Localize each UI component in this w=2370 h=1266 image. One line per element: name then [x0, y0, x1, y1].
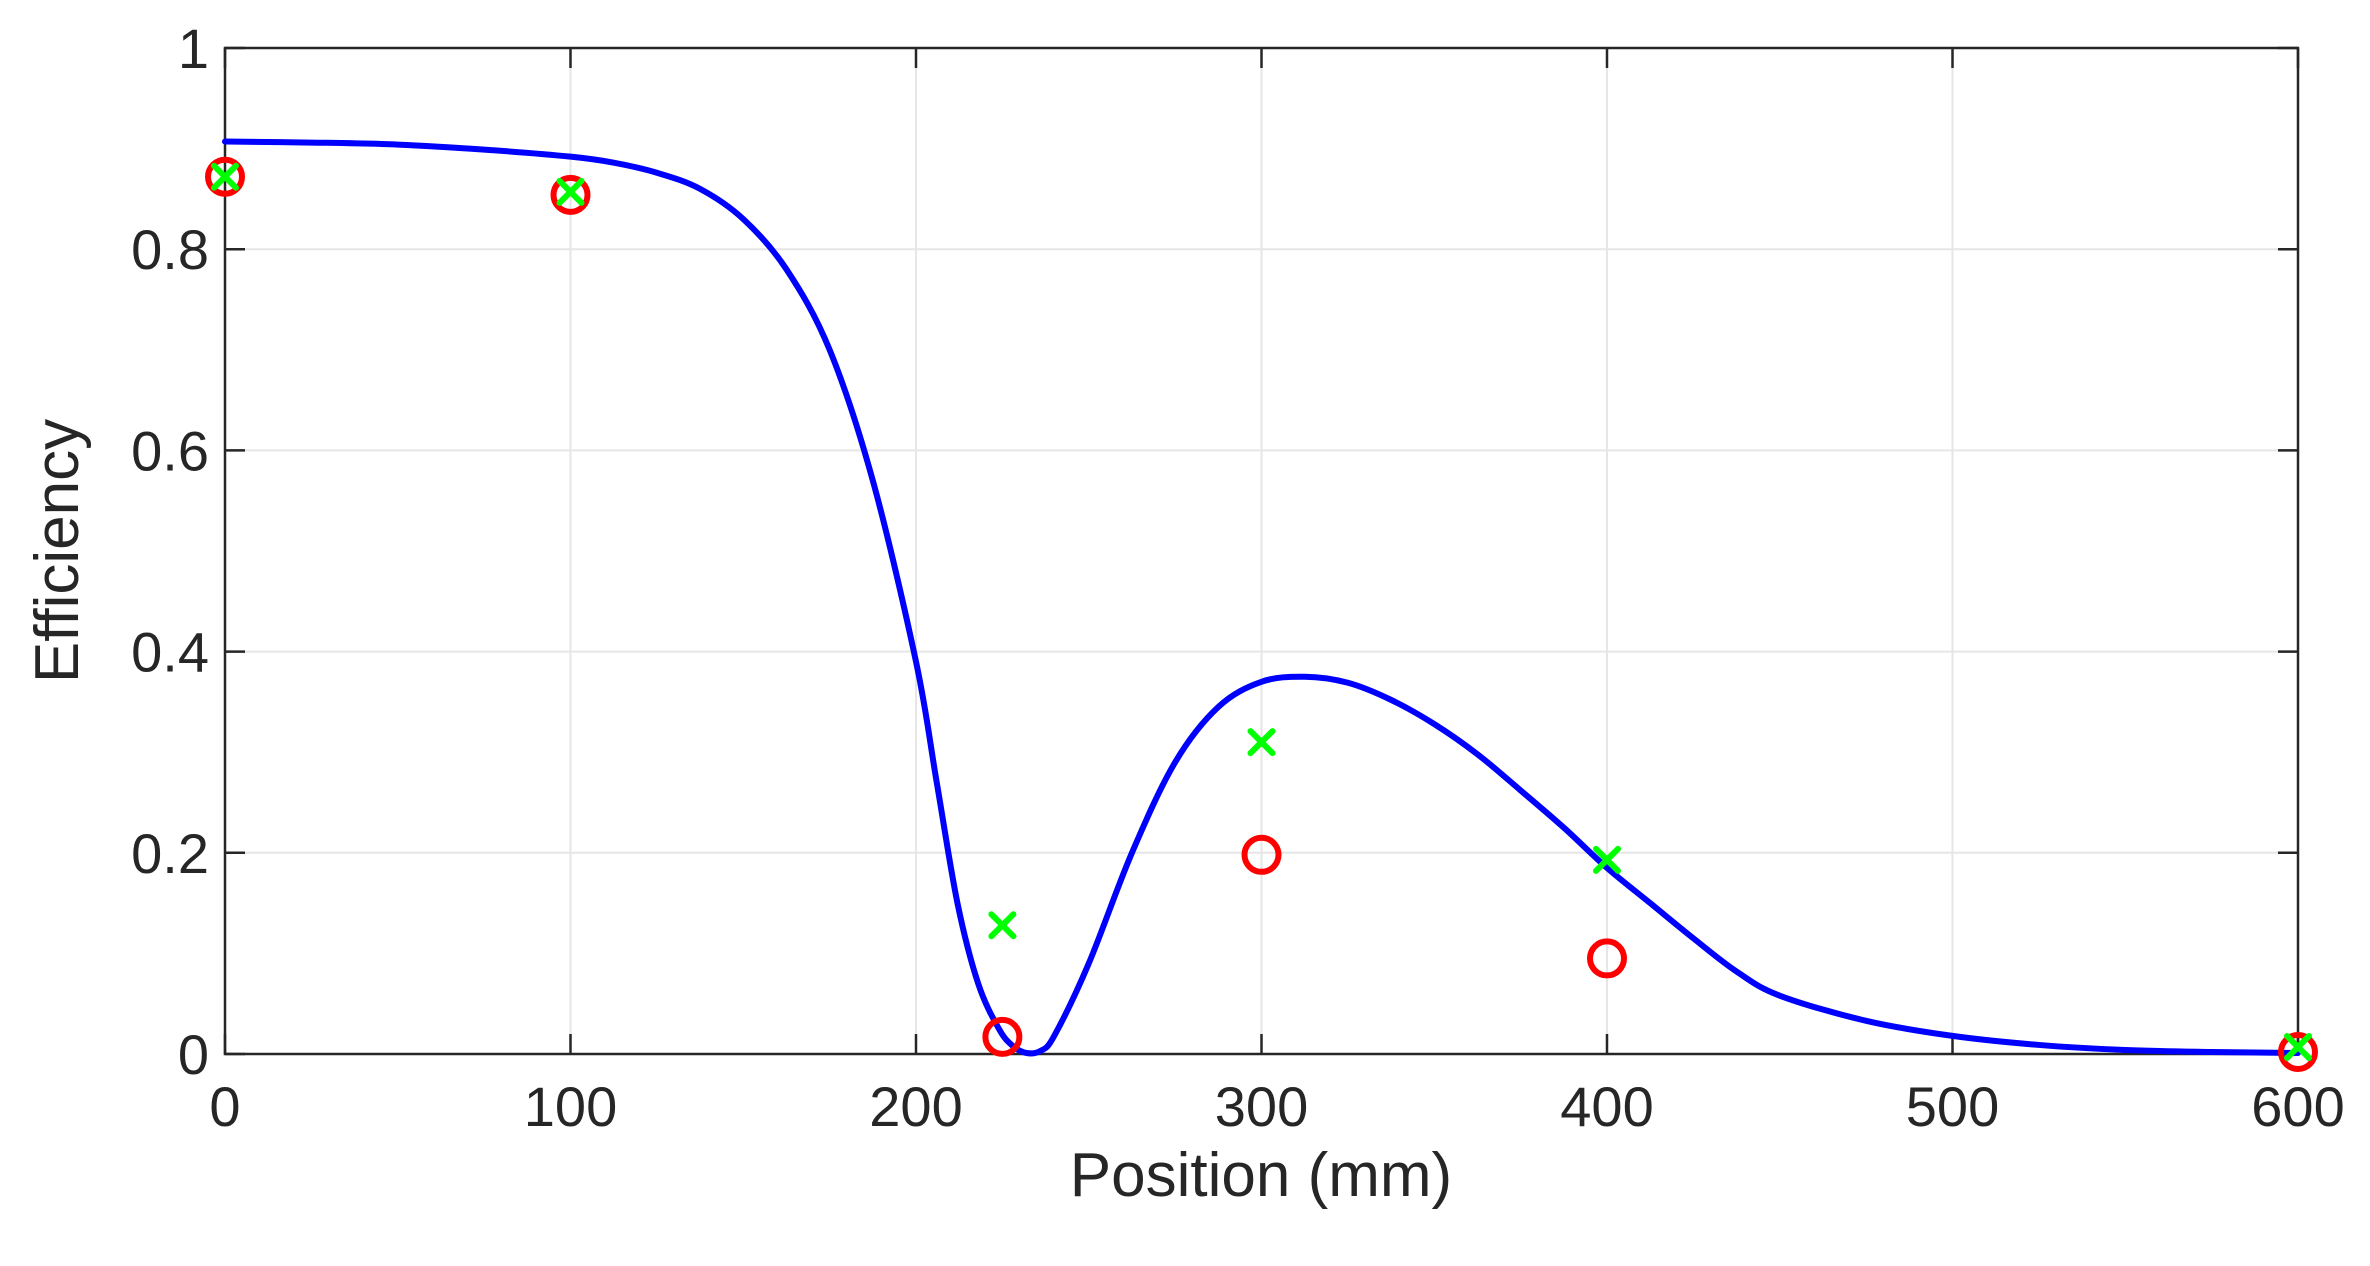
x-tick-label: 300 — [1215, 1075, 1308, 1138]
y-axis-title: Efficiency — [23, 419, 92, 683]
red-circle-marker — [205, 156, 245, 197]
y-tick-label: 0 — [178, 1023, 209, 1086]
cross-stroke — [211, 162, 239, 191]
cross-stroke — [1247, 728, 1276, 757]
cross-stroke — [556, 177, 585, 206]
model-curve-line — [222, 138, 2301, 1057]
x-tick-label: 400 — [1560, 1075, 1653, 1138]
green-cross-marker — [1247, 728, 1276, 757]
x-tick-label: 600 — [2251, 1075, 2344, 1138]
cross-stroke — [988, 911, 1017, 940]
x-tick-label: 100 — [524, 1075, 617, 1138]
y-tick-label: 0.2 — [131, 822, 209, 885]
red-circle-marker — [982, 1016, 1023, 1057]
green-cross-marker — [988, 911, 1017, 940]
y-tick-label: 0.6 — [131, 419, 209, 482]
green-cross-marker — [1593, 845, 1621, 874]
cross-stroke — [2284, 1032, 2312, 1061]
data-series — [205, 138, 2318, 1072]
green-cross-marker — [2284, 1032, 2312, 1061]
x-tick-label: 500 — [1906, 1075, 1999, 1138]
x-tick-label: 200 — [869, 1075, 962, 1138]
y-tick-label: 0.4 — [131, 621, 209, 684]
green-cross-marker — [211, 162, 239, 191]
x-axis-title: Position (mm) — [1070, 1141, 1452, 1210]
y-tick-label: 0.8 — [131, 218, 209, 281]
red-circle-marker — [1241, 834, 1282, 875]
green-cross-marker — [556, 177, 585, 206]
red-circle-marker — [2278, 1031, 2318, 1072]
red-circle-marker — [1587, 938, 1627, 979]
tick-labels: 0 100 200 300 400 500 600 0 0.2 0.4 0.6 0.8 1 — [131, 17, 2345, 1138]
y-tick-label: 1 — [178, 17, 209, 80]
x-tick-label: 0 — [209, 1075, 240, 1138]
grid — [225, 48, 2298, 1054]
cross-stroke — [1593, 845, 1621, 874]
red-circle-marker — [550, 174, 591, 215]
axes — [223, 46, 2300, 1056]
